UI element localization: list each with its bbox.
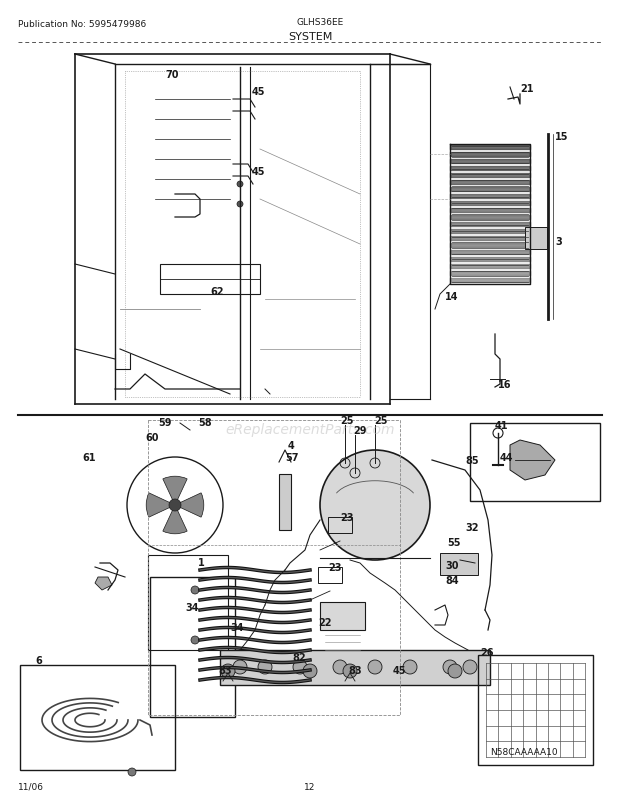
Circle shape [368, 660, 382, 674]
Text: 83: 83 [348, 665, 361, 675]
Circle shape [303, 664, 317, 678]
Circle shape [237, 202, 243, 208]
Text: 22: 22 [318, 618, 332, 627]
Text: eReplacementParts.com: eReplacementParts.com [225, 423, 395, 436]
Text: 59: 59 [158, 418, 172, 427]
Wedge shape [175, 493, 204, 517]
Circle shape [403, 660, 417, 674]
Text: 44: 44 [500, 452, 513, 463]
Text: 84: 84 [445, 575, 459, 585]
Text: 57: 57 [285, 452, 298, 463]
Circle shape [191, 636, 199, 644]
Text: 34: 34 [185, 602, 198, 612]
Bar [318, 567, 342, 583]
Text: 32: 32 [465, 522, 479, 533]
Circle shape [293, 660, 307, 674]
Wedge shape [146, 493, 175, 517]
Text: 29: 29 [353, 426, 366, 435]
Bar [220, 650, 490, 685]
Circle shape [191, 586, 199, 594]
Text: 70: 70 [165, 70, 179, 80]
Text: 21: 21 [520, 84, 533, 94]
Circle shape [128, 768, 136, 776]
Text: 12: 12 [304, 782, 316, 791]
Circle shape [343, 664, 357, 678]
Text: 82: 82 [292, 652, 306, 662]
Text: Publication No: 5995479986: Publication No: 5995479986 [18, 20, 146, 29]
Text: GLHS36EE: GLHS36EE [296, 18, 343, 27]
Circle shape [448, 664, 462, 678]
Polygon shape [510, 440, 555, 480]
Text: 25: 25 [340, 415, 353, 426]
Text: 45: 45 [393, 665, 407, 675]
Text: 16: 16 [498, 379, 511, 390]
Wedge shape [163, 505, 187, 534]
Text: 6: 6 [35, 655, 42, 665]
Text: 26: 26 [480, 647, 494, 657]
Bar [440, 553, 478, 575]
Text: 45: 45 [252, 167, 265, 176]
Bar [148, 555, 228, 650]
Circle shape [258, 660, 272, 674]
Circle shape [237, 182, 243, 188]
Bar [478, 655, 593, 765]
Text: 3: 3 [555, 237, 562, 247]
Circle shape [320, 451, 430, 561]
Circle shape [443, 660, 457, 674]
Text: 62: 62 [210, 286, 223, 297]
Text: 45: 45 [252, 87, 265, 97]
Text: 23: 23 [328, 562, 342, 573]
Text: SYSTEM: SYSTEM [288, 32, 332, 42]
Bar [160, 265, 260, 294]
Bar [470, 423, 600, 501]
Text: 34: 34 [230, 622, 244, 632]
Text: 11/06: 11/06 [18, 782, 44, 791]
Text: 83: 83 [218, 665, 232, 675]
Text: 14: 14 [445, 292, 459, 302]
Text: 30: 30 [445, 561, 459, 570]
Text: 61: 61 [82, 452, 95, 463]
Text: 85: 85 [465, 456, 479, 465]
Bar [320, 602, 365, 630]
Circle shape [221, 664, 235, 678]
Circle shape [463, 660, 477, 674]
Text: 41: 41 [495, 420, 508, 431]
Bar [20, 665, 175, 770]
Wedge shape [163, 476, 187, 505]
Text: 23: 23 [340, 512, 353, 522]
Text: 58: 58 [198, 418, 211, 427]
Text: 15: 15 [555, 132, 569, 142]
Circle shape [333, 660, 347, 674]
Text: 4: 4 [288, 440, 294, 451]
Circle shape [233, 660, 247, 674]
Bar [525, 228, 547, 249]
Bar [328, 517, 352, 533]
Text: 25: 25 [374, 415, 388, 426]
Text: 1: 1 [198, 557, 205, 567]
Circle shape [169, 500, 181, 512]
Text: N58CAAAAA10: N58CAAAAA10 [490, 747, 557, 756]
Text: 60: 60 [145, 432, 159, 443]
Text: 55: 55 [447, 537, 461, 547]
Bar [279, 475, 291, 530]
Polygon shape [95, 577, 112, 590]
